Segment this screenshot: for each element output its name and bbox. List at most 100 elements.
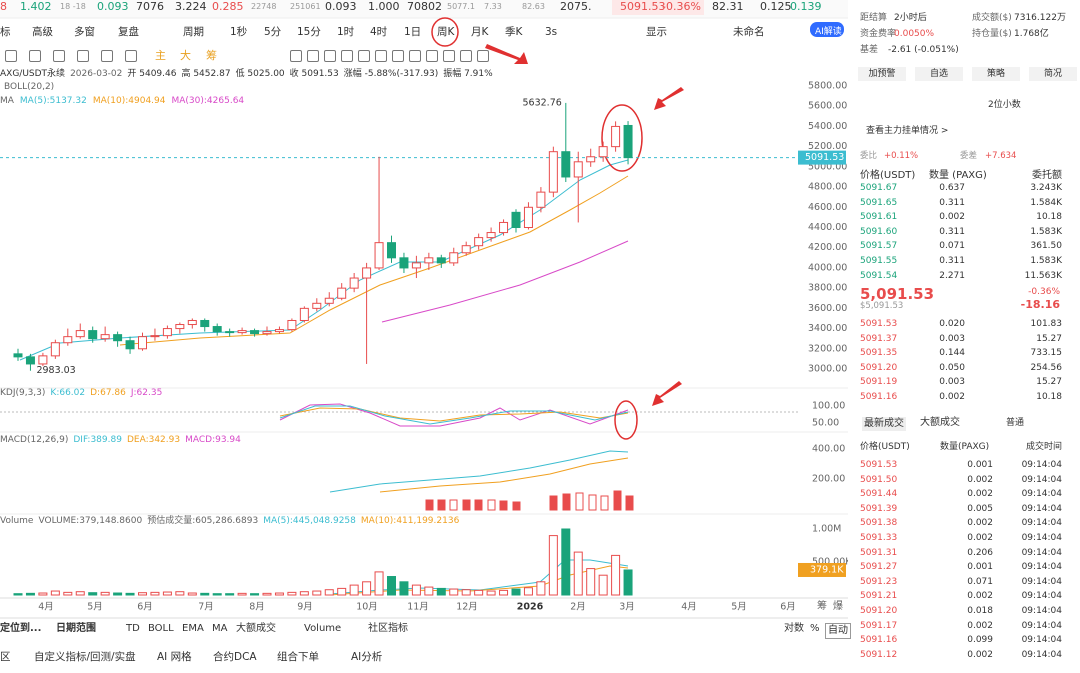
toolbar-button[interactable]: 高级 bbox=[32, 26, 53, 38]
panel-button[interactable]: 简况 bbox=[1029, 67, 1077, 81]
trade-tab[interactable]: 普通 bbox=[1006, 418, 1025, 428]
volume-bar bbox=[486, 590, 496, 596]
trade-tab[interactable]: 大额成交 bbox=[920, 417, 960, 428]
bottom-tab[interactable]: 自定义指标/回测/实盘 bbox=[34, 651, 136, 663]
toolbar-button[interactable]: 1日 bbox=[404, 26, 422, 38]
volume-bar bbox=[162, 591, 172, 596]
x-tick-label: 6月 bbox=[137, 602, 153, 613]
candle-body bbox=[125, 340, 135, 350]
bottom-tab[interactable]: AI 网格 bbox=[157, 651, 192, 663]
bid-qty: 0.144 bbox=[939, 348, 965, 359]
tool-icon[interactable] bbox=[101, 50, 113, 62]
bottom-tab[interactable]: 区 bbox=[0, 651, 11, 663]
tool-icon[interactable] bbox=[443, 50, 455, 62]
ask-qty: 0.071 bbox=[939, 241, 965, 252]
bid-qty: 0.003 bbox=[939, 333, 965, 344]
bottom-tool[interactable]: MA bbox=[212, 623, 228, 634]
stat-label: 持仓量($) bbox=[972, 29, 1012, 39]
tool-icon[interactable] bbox=[290, 50, 302, 62]
trade-time: 09:14:04 bbox=[1021, 518, 1062, 529]
book-header: 数量 (PAXG) bbox=[929, 170, 987, 181]
bottom-tab[interactable]: 合约DCA bbox=[213, 651, 257, 663]
panel-button[interactable]: 加预警 bbox=[858, 67, 906, 81]
toolbar-button[interactable]: 季K bbox=[505, 26, 523, 38]
volume-bar bbox=[324, 589, 334, 596]
volume-bar bbox=[337, 587, 347, 596]
panel-button[interactable]: 自选 bbox=[915, 67, 963, 81]
toolbar-button[interactable]: 5分 bbox=[264, 26, 282, 38]
indicator-tool[interactable]: 大 bbox=[180, 49, 191, 62]
bottom-tool[interactable]: 自动 bbox=[825, 623, 851, 639]
x-tick-label: 6月 bbox=[780, 602, 796, 613]
bottom-tool[interactable]: TD bbox=[126, 623, 140, 634]
tool-icon[interactable] bbox=[477, 50, 489, 62]
y-tick-label: 3800.00 bbox=[808, 283, 847, 294]
trade-time: 09:14:04 bbox=[1021, 635, 1062, 646]
bottom-tool[interactable]: 大额成交 bbox=[236, 623, 276, 634]
volume-bar bbox=[225, 593, 235, 596]
bottom-tab[interactable]: 组合下单 bbox=[277, 651, 319, 663]
toolbar-button[interactable]: 1秒 bbox=[230, 26, 248, 38]
toolbar-button[interactable]: 4时 bbox=[370, 26, 388, 38]
volume-bar bbox=[436, 587, 446, 596]
volume-bar bbox=[274, 592, 284, 596]
toolbar-button[interactable]: 显示 bbox=[646, 26, 667, 38]
tool-icon[interactable] bbox=[5, 50, 17, 62]
bottom-tool[interactable]: 对数 bbox=[784, 623, 804, 634]
ask-amount: 1.583K bbox=[1030, 256, 1062, 266]
ratio-value: +0.11% bbox=[884, 151, 919, 161]
trade-qty: 0.002 bbox=[967, 474, 993, 485]
tool-icon[interactable] bbox=[125, 50, 137, 62]
candle-body bbox=[511, 211, 521, 229]
toolbar-button[interactable]: 月K bbox=[471, 26, 489, 38]
stat-label: 距结算 bbox=[860, 13, 888, 23]
decimals-select[interactable]: 2位小数 bbox=[988, 100, 1021, 110]
toolbar-button[interactable]: 多窗 bbox=[74, 26, 95, 38]
bottom-tool[interactable]: % bbox=[810, 623, 820, 634]
tool-icon[interactable] bbox=[29, 50, 41, 62]
toolbar-button[interactable]: 标 bbox=[0, 26, 11, 38]
toolbar-button[interactable]: 15分 bbox=[297, 26, 321, 38]
trade-price: 5091.21 bbox=[860, 591, 898, 602]
tool-icon[interactable] bbox=[392, 50, 404, 62]
indicator-tool[interactable]: 主 bbox=[155, 49, 166, 62]
tool-icon[interactable] bbox=[426, 50, 438, 62]
tool-icon[interactable] bbox=[460, 50, 472, 62]
volume-bar bbox=[362, 581, 372, 596]
toolbar-button[interactable]: 周期 bbox=[183, 26, 204, 38]
panel-button[interactable]: 策略 bbox=[972, 67, 1020, 81]
mid-price: 5,091.53 bbox=[860, 285, 935, 303]
main-orders-link[interactable]: 查看主力挂单情况 > bbox=[866, 126, 949, 136]
ticker-item: 8 bbox=[0, 0, 7, 13]
toolbar-button[interactable]: 周K bbox=[437, 26, 455, 38]
toolbar-button[interactable]: AI解读 bbox=[815, 27, 842, 37]
toolbar-button[interactable]: 1时 bbox=[337, 26, 355, 38]
tool-icon[interactable] bbox=[358, 50, 370, 62]
bottom-tool[interactable]: 社区指标 bbox=[368, 623, 408, 634]
tool-icon[interactable] bbox=[324, 50, 336, 62]
y-tick-label: 5800.00 bbox=[808, 81, 847, 92]
toolbar-button[interactable]: 未命名 bbox=[733, 26, 765, 38]
tool-icon[interactable] bbox=[53, 50, 65, 62]
corner-icon[interactable]: 爆 bbox=[833, 601, 843, 612]
toolbar-button[interactable]: 复盘 bbox=[118, 26, 139, 38]
candle-body bbox=[461, 245, 471, 254]
bottom-tool[interactable]: Volume bbox=[304, 623, 342, 634]
bottom-tool[interactable]: EMA bbox=[182, 623, 204, 634]
tool-icon[interactable] bbox=[375, 50, 387, 62]
bottom-tool[interactable]: 日期范围 bbox=[56, 623, 96, 634]
candle-body bbox=[262, 331, 272, 335]
bottom-tab[interactable]: AI分析 bbox=[351, 651, 383, 663]
trade-tab[interactable]: 最新成交 bbox=[862, 417, 906, 431]
corner-icon[interactable]: 筹 bbox=[817, 601, 827, 612]
bottom-tool[interactable]: 定位到... bbox=[0, 623, 42, 634]
bottom-tool[interactable]: BOLL bbox=[148, 623, 174, 634]
tool-icon[interactable] bbox=[307, 50, 319, 62]
tool-icon[interactable] bbox=[341, 50, 353, 62]
toolbar-button[interactable]: 3s bbox=[545, 26, 558, 38]
ratio-label: 委差 bbox=[960, 151, 978, 161]
tool-icon[interactable] bbox=[77, 50, 89, 62]
indicator-tool[interactable]: 筹 bbox=[206, 49, 217, 62]
tool-icon[interactable] bbox=[409, 50, 421, 62]
candle-body bbox=[75, 330, 85, 338]
